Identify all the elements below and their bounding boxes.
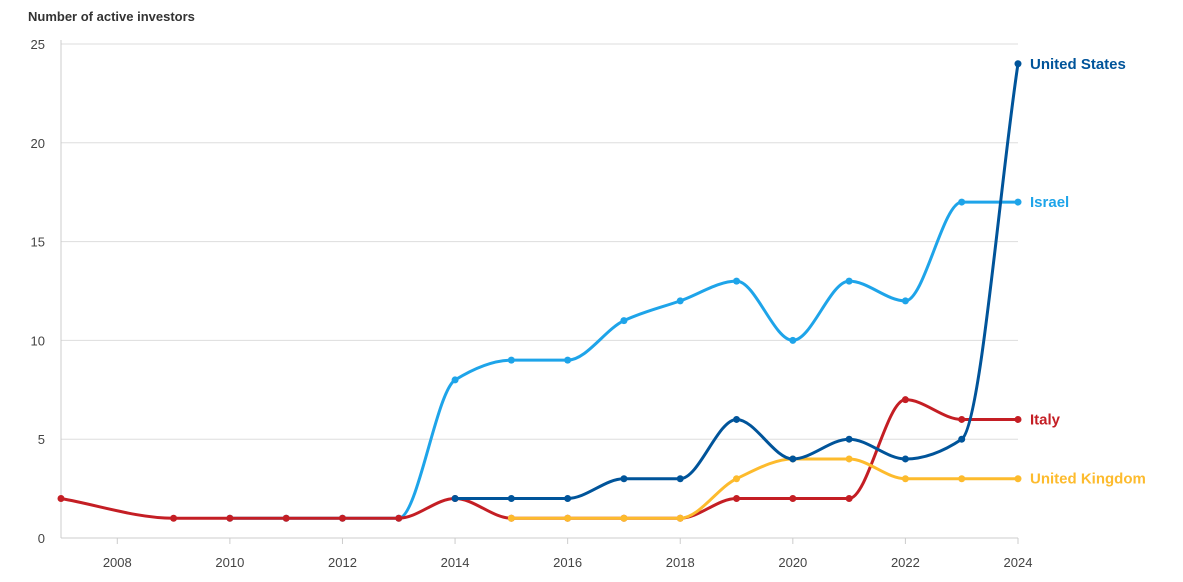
data-point <box>1014 198 1022 206</box>
data-point <box>901 396 909 404</box>
series-label: United States <box>1030 56 1126 73</box>
data-point <box>338 514 346 522</box>
data-point <box>958 475 966 483</box>
data-point <box>564 494 572 502</box>
y-tick-label: 25 <box>31 37 45 52</box>
data-point <box>733 277 741 285</box>
data-point <box>901 455 909 463</box>
data-point <box>845 455 853 463</box>
series-line-united-kingdom <box>509 457 1020 520</box>
y-axis-title: Number of active investors <box>28 9 195 24</box>
data-point <box>1014 475 1022 483</box>
x-tick-label: 2020 <box>778 555 807 570</box>
data-point <box>958 415 966 423</box>
data-point <box>1014 60 1022 68</box>
data-point <box>845 494 853 502</box>
data-point <box>1014 415 1022 423</box>
data-point <box>226 514 234 522</box>
data-point <box>733 475 741 483</box>
series-label: Israel <box>1030 194 1069 211</box>
data-point <box>620 514 628 522</box>
data-point <box>958 198 966 206</box>
data-point <box>676 297 684 305</box>
series-label: Italy <box>1030 411 1061 428</box>
data-point <box>901 297 909 305</box>
data-point <box>57 494 65 502</box>
x-tick-label: 2010 <box>215 555 244 570</box>
y-tick-label: 15 <box>31 235 45 250</box>
data-point <box>564 356 572 364</box>
data-point <box>845 277 853 285</box>
series-line-israel <box>228 200 1020 520</box>
data-point <box>676 514 684 522</box>
data-point <box>170 514 178 522</box>
y-tick-label: 0 <box>38 531 45 546</box>
x-tick-label: 2016 <box>553 555 582 570</box>
x-tick-label: 2018 <box>666 555 695 570</box>
x-tick-label: 2024 <box>1004 555 1033 570</box>
data-point <box>901 475 909 483</box>
x-tick-label: 2022 <box>891 555 920 570</box>
data-point <box>620 475 628 483</box>
x-tick-label: 2008 <box>103 555 132 570</box>
series-label: United Kingdom <box>1030 471 1146 488</box>
data-point <box>789 455 797 463</box>
data-point <box>507 494 515 502</box>
data-point <box>564 514 572 522</box>
data-point <box>507 514 515 522</box>
data-point <box>620 317 628 325</box>
data-point <box>733 415 741 423</box>
data-point <box>789 336 797 344</box>
data-point <box>845 435 853 443</box>
data-point <box>789 494 797 502</box>
data-point <box>507 356 515 364</box>
y-tick-label: 10 <box>31 333 45 348</box>
data-point <box>733 494 741 502</box>
data-point <box>451 494 459 502</box>
data-point <box>451 376 459 384</box>
data-point <box>282 514 290 522</box>
data-point <box>395 514 403 522</box>
y-tick-label: 5 <box>38 432 45 447</box>
y-tick-label: 20 <box>31 136 45 151</box>
data-point <box>676 475 684 483</box>
series-line-italy <box>59 398 1020 520</box>
data-point <box>958 435 966 443</box>
x-tick-label: 2014 <box>441 555 470 570</box>
x-tick-label: 2012 <box>328 555 357 570</box>
